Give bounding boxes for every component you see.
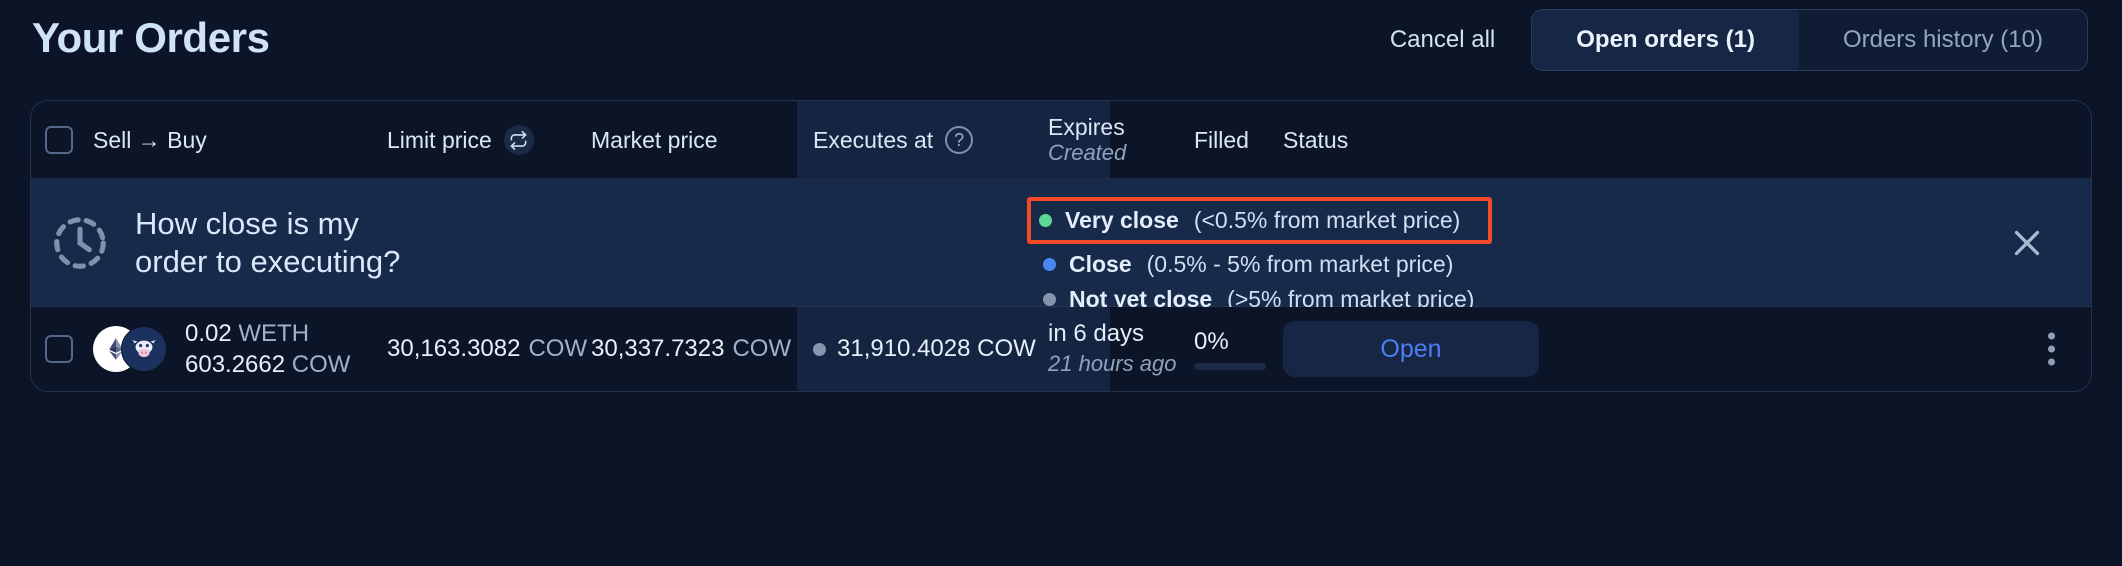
column-header-limit-price-label: Limit price: [387, 126, 492, 153]
created-value: 21 hours ago: [1048, 351, 1177, 376]
legend-desc-close: (0.5% - 5% from market price): [1146, 251, 1454, 277]
market-price-symbol: COW: [732, 335, 792, 362]
table-row[interactable]: 0.02 WETH 603.2662 COW 30,163.3082 COW 3…: [31, 307, 2091, 391]
swap-icon[interactable]: [503, 125, 534, 155]
column-header-created-label: Created: [1048, 140, 1127, 165]
status-badge[interactable]: Open: [1283, 321, 1539, 377]
limit-price-value: 30,163.3082: [387, 335, 521, 362]
sell-amount: 0.02: [185, 320, 232, 347]
cancel-all-button[interactable]: Cancel all: [1389, 26, 1496, 53]
column-header-filled: Filled: [1194, 126, 1249, 153]
executes-at-status-dot: [813, 342, 826, 356]
column-header-pair: Sell → Buy: [93, 126, 207, 153]
column-header-executes-at: Executes at ?: [813, 101, 974, 179]
row-select-cell: [45, 307, 73, 391]
select-all-cell: [45, 101, 73, 179]
banner-title: How close is my order to executing?: [135, 205, 401, 279]
executes-at-cell-highlight: [797, 307, 1110, 391]
cell-limit-price: 30,163.3082 COW: [387, 307, 587, 391]
column-header-limit-price: Limit price: [387, 101, 534, 179]
tab-orders-history[interactable]: Orders history (10): [1798, 10, 2087, 70]
table-header-row: Sell → Buy Limit price Market price Exec…: [31, 101, 2091, 179]
filled-percent: 0%: [1194, 328, 1229, 355]
kebab-dot-3: [2048, 358, 2055, 366]
page-title: Your Orders: [32, 14, 270, 61]
header-actions: Cancel all Open orders (1) Orders histor…: [1390, 9, 2088, 71]
cell-executes-at: 31,910.4028 COW: [813, 307, 1036, 391]
filled-progress-bar: [1194, 363, 1266, 370]
expires-value: in 6 days: [1048, 320, 1145, 347]
row-more-menu-icon[interactable]: [2042, 327, 2061, 372]
limit-price-symbol: COW: [528, 335, 588, 362]
tab-open-orders[interactable]: Open orders (1): [1532, 10, 1799, 70]
cell-status: Open: [1283, 307, 1539, 391]
pair-amounts: 0.02 WETH 603.2662 COW: [185, 318, 350, 380]
kebab-dot-2: [2048, 345, 2055, 353]
select-all-checkbox[interactable]: [45, 126, 73, 154]
legend-label-close: Close: [1069, 251, 1132, 277]
closeness-legend: Very close (<0.5% from market price) Clo…: [1027, 197, 1493, 317]
close-icon[interactable]: [2009, 225, 2045, 261]
legend-desc-very-close: (<0.5% from market price): [1193, 207, 1461, 233]
orders-table-card: Sell → Buy Limit price Market price Exec…: [30, 100, 2092, 392]
cell-filled: 0%: [1194, 307, 1266, 391]
column-header-status: Status: [1283, 126, 1349, 153]
buy-symbol: COW: [291, 351, 351, 378]
cell-expires: in 6 days 21 hours ago: [1048, 307, 1176, 391]
legend-dot-not-yet-close: [1043, 293, 1056, 306]
column-header-expires: Expires Created: [1048, 101, 1126, 179]
legend-item-close: Close (0.5% - 5% from market price): [1031, 247, 1492, 282]
market-price-value: 30,337.7323: [591, 335, 725, 362]
executes-at-value: 31,910.4028 COW: [837, 335, 1036, 362]
token-pair-icons: [93, 326, 167, 372]
column-header-executes-at-label: Executes at: [813, 126, 934, 153]
orders-tabs: Open orders (1) Orders history (10): [1531, 9, 2088, 71]
legend-label-very-close: Very close: [1065, 207, 1179, 233]
sell-symbol: WETH: [238, 320, 310, 347]
sell-amount-line: 0.02 WETH: [185, 318, 350, 349]
column-header-market-price: Market price: [591, 126, 718, 153]
column-header-expires-label: Expires: [1048, 114, 1125, 140]
legend-item-very-close: Very close (<0.5% from market price): [1027, 197, 1493, 244]
buy-amount: 603.2662: [185, 351, 286, 378]
row-select-checkbox[interactable]: [45, 335, 73, 363]
dashed-clock-icon: [49, 212, 111, 274]
cow-icon: [121, 326, 167, 372]
page-header: Your Orders Cancel all Open orders (1) O…: [0, 0, 2122, 96]
cell-pair: 0.02 WETH 603.2662 COW: [93, 307, 350, 391]
buy-amount-line: 603.2662 COW: [185, 349, 350, 380]
legend-dot-very-close: [1039, 214, 1052, 227]
cell-market-price: 30,337.7323 COW: [591, 307, 791, 391]
legend-dot-close: [1043, 258, 1056, 271]
banner-heading: How close is my order to executing?: [49, 179, 400, 306]
order-closeness-banner: How close is my order to executing? Very…: [31, 179, 2091, 312]
help-icon[interactable]: ?: [945, 126, 974, 154]
kebab-dot-1: [2048, 332, 2055, 340]
